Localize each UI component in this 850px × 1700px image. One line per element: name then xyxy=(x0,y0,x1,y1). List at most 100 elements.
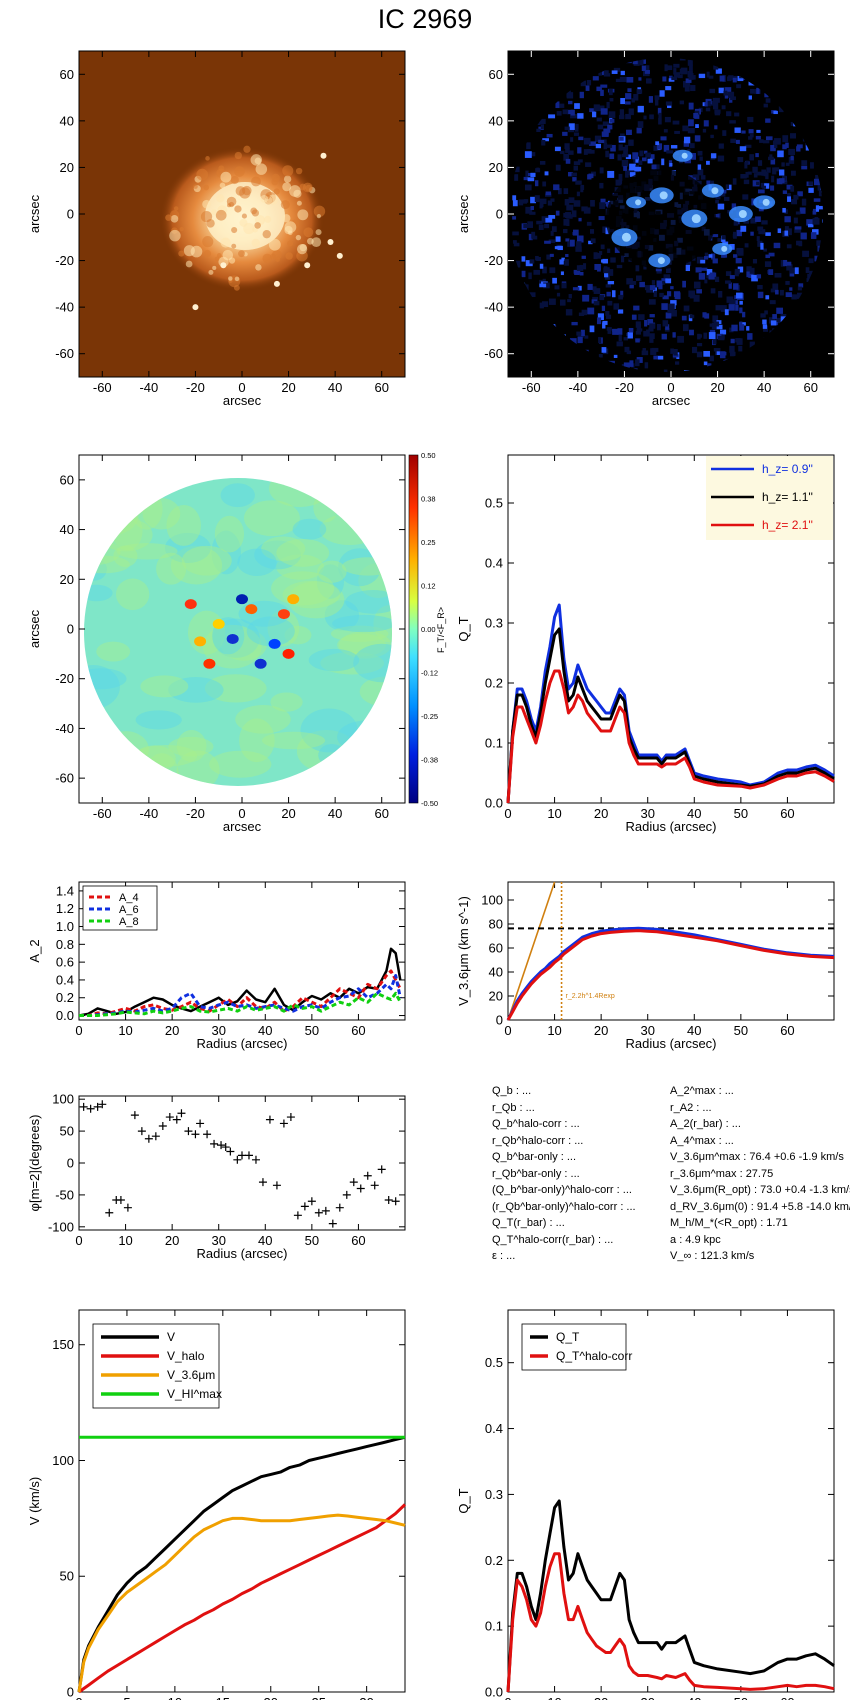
resid-pixel xyxy=(600,244,605,250)
rotation-curve-3.6um-frame xyxy=(507,881,835,1021)
resid-pixel xyxy=(623,165,627,171)
resid-pixel xyxy=(564,143,570,150)
resid-pixel xyxy=(555,210,560,216)
resid-pixel xyxy=(706,180,711,185)
rotation-curve-model-frame xyxy=(78,1309,406,1693)
resid-pixel xyxy=(618,173,623,181)
resid-pixel xyxy=(729,120,736,124)
resid-pixel xyxy=(603,139,607,146)
parameter-row: r_Qb : ... xyxy=(492,1102,535,1114)
galaxy-knot xyxy=(238,250,245,258)
resid-pixel xyxy=(785,162,790,166)
resid-pixel xyxy=(580,185,584,193)
force-patch xyxy=(316,564,345,599)
phase-point xyxy=(93,1102,102,1111)
resid-pixel xyxy=(710,134,714,139)
force-patch xyxy=(334,752,392,783)
galaxy-knot xyxy=(275,257,281,262)
resid-pixel xyxy=(529,259,535,264)
y-tick-label: -40 xyxy=(55,300,74,315)
x-tick-label: 10 xyxy=(547,1023,561,1038)
y-tick-label: 0.0 xyxy=(56,1008,74,1023)
model-legend: V V_halo V_3.6μm V_HI^max xyxy=(92,1323,222,1409)
resid-pixel xyxy=(587,174,592,180)
resid-pixel xyxy=(679,100,685,105)
resid-pixel xyxy=(598,354,603,358)
phase-point xyxy=(130,1111,139,1120)
resid-pixel xyxy=(718,87,725,94)
y-tick-label: -40 xyxy=(484,300,503,315)
y-tick-label: 0.5 xyxy=(485,1355,503,1370)
resid-pixel xyxy=(660,136,667,141)
resid-pixel xyxy=(739,300,743,305)
resid-pixel xyxy=(790,121,795,126)
force-patch xyxy=(84,584,113,602)
resid-pixel xyxy=(548,239,556,243)
resid-pixel xyxy=(634,166,642,172)
resid-pixel xyxy=(620,290,624,298)
resid-pixel xyxy=(648,327,654,332)
galaxy-knot xyxy=(251,176,261,187)
resid-pixel xyxy=(592,111,597,118)
x-tick-label: 0 xyxy=(75,1695,82,1700)
resid-pixel xyxy=(559,299,566,306)
x-tick-label: 60 xyxy=(780,806,794,821)
resid-pixel xyxy=(594,135,602,142)
resid-pixel xyxy=(649,323,656,329)
resid-pixel xyxy=(700,267,708,271)
force-patch xyxy=(270,692,303,712)
resid-pixel xyxy=(635,265,640,272)
y-tick-label: -50 xyxy=(55,1187,74,1202)
parameter-value: : ... xyxy=(564,1118,580,1130)
resid-pixel xyxy=(733,254,738,258)
y-tick-label: -20 xyxy=(484,253,503,268)
resid-pixel xyxy=(714,97,720,103)
galaxy-knot xyxy=(239,218,248,227)
resid-pixel xyxy=(818,190,823,197)
resid-pixel xyxy=(794,226,802,233)
resid-pixel xyxy=(604,273,609,278)
resid-pixel xyxy=(649,114,654,120)
resid-pixel xyxy=(806,278,810,283)
resid-pixel xyxy=(597,313,604,321)
resid-pixel xyxy=(763,248,768,252)
resid-pixel xyxy=(635,156,639,163)
force-patch xyxy=(168,736,214,757)
force-patch xyxy=(332,614,392,633)
resid-pixel xyxy=(698,73,706,79)
resid-pixel xyxy=(713,321,719,327)
phase-point xyxy=(144,1134,153,1143)
phase-point xyxy=(370,1181,379,1190)
resid-pixel xyxy=(749,267,755,275)
resid-pixel xyxy=(527,221,533,228)
resid-pixel xyxy=(764,310,768,315)
resid-pixel xyxy=(796,240,803,246)
resid-pixel xyxy=(541,139,546,146)
resid-pixel xyxy=(590,149,595,154)
resid-pixel xyxy=(744,144,752,148)
resid-pixel xyxy=(670,286,674,290)
galaxy-knot xyxy=(282,214,291,223)
resid-pixel xyxy=(714,276,720,283)
resid-pixel xyxy=(793,194,799,200)
resid-pixel xyxy=(725,184,729,189)
resid-pixel xyxy=(632,59,638,65)
resid-pixel xyxy=(812,210,816,215)
force-patch xyxy=(99,518,153,552)
resid-pixel xyxy=(801,198,807,206)
force-patch xyxy=(122,478,149,516)
qt-halo-legend: Q_T Q_T^halo-corr xyxy=(521,1323,632,1371)
resid-pixel xyxy=(685,261,692,267)
qt-profiles-axes: 0 10 20 30 40 50 60 0.0 0.1 0.2 0.3 0.4 0.5 Radius (a… xyxy=(456,454,835,834)
resid-blob-core xyxy=(659,191,668,200)
resid-pixel xyxy=(581,309,588,316)
resid-pixel xyxy=(626,350,632,355)
x-axis-label: Radius (arcsec) xyxy=(625,819,716,834)
resid-pixel xyxy=(571,321,578,326)
resid-pixel xyxy=(539,161,546,165)
resid-pixel xyxy=(577,147,582,154)
resid-pixel xyxy=(739,307,743,314)
resid-pixel xyxy=(749,154,754,161)
resid-pixel xyxy=(523,224,529,229)
resid-pixel xyxy=(682,280,686,288)
